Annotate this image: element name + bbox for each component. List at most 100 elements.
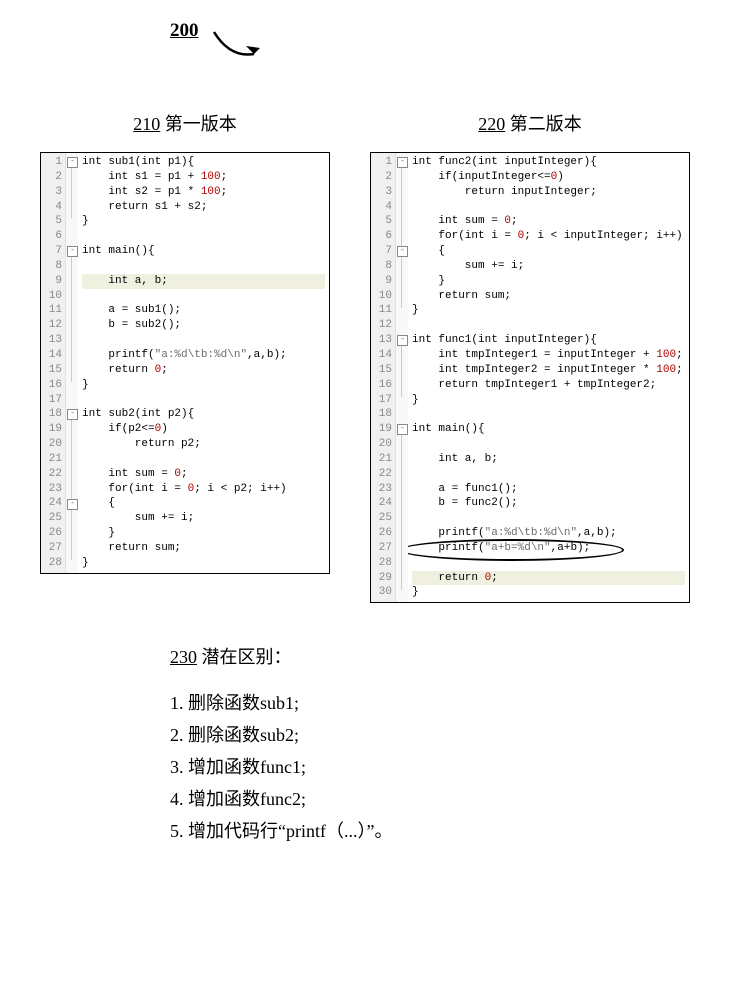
code-line: int sub2(int p2){	[82, 407, 325, 422]
gutter-line-number: 27	[44, 541, 62, 556]
code-line	[412, 467, 685, 482]
code-line: }	[412, 393, 685, 408]
fold-vline	[71, 254, 72, 382]
code-line: int a, b;	[82, 274, 325, 289]
differences-list: 1. 删除函数sub1; 2. 删除函数sub2; 3. 增加函数func1; 4. …	[170, 689, 689, 843]
fold-toggle-icon[interactable]: -	[67, 157, 78, 168]
gutter-line-number: 13	[374, 333, 392, 348]
code-line: return sum;	[412, 289, 685, 304]
fold-toggle-icon[interactable]: -	[67, 409, 78, 420]
code-line: for(int i = 0; i < inputInteger; i++)	[412, 229, 685, 244]
difference-item: 4. 增加函数func2;	[170, 785, 689, 811]
difference-item: 1. 删除函数sub1;	[170, 689, 689, 715]
fold-toggle-icon[interactable]: -	[67, 246, 78, 257]
gutter-line-number: 28	[374, 556, 392, 571]
code-line: }	[82, 526, 325, 541]
code-line: return sum;	[82, 541, 325, 556]
gutter-line-number: 6	[44, 229, 62, 244]
gutter-line-number: 24	[44, 496, 62, 511]
code-line: {	[82, 496, 325, 511]
gutter-line-number: 7	[374, 244, 392, 259]
fold-vline	[71, 165, 72, 218]
code-line	[412, 556, 685, 571]
code-box-left: 1234567891011121314151617181920212223242…	[40, 152, 330, 574]
code-line: printf("a+b=%d\n",a+b);	[412, 541, 685, 556]
fold-vline	[401, 165, 402, 308]
code-col-left: int sub1(int p1){ int s1 = p1 + 100; int…	[78, 153, 329, 573]
code-line	[412, 511, 685, 526]
code-line: return s1 + s2;	[82, 200, 325, 215]
fold-col-left: - - - -	[66, 153, 78, 573]
code-line: int func1(int inputInteger){	[412, 333, 685, 348]
gutter-line-number: 30	[374, 585, 392, 600]
code-line: }	[412, 303, 685, 318]
code-line	[82, 333, 325, 348]
gutter-line-number: 21	[44, 452, 62, 467]
figure-number-row: 200	[170, 20, 689, 70]
differences-title: 230 潜在区别：	[170, 643, 689, 669]
gutter-line-number: 3	[44, 185, 62, 200]
version-left-text: 第一版本	[165, 114, 237, 134]
code-line	[82, 229, 325, 244]
fold-toggle-icon[interactable]: -	[397, 246, 408, 257]
gutter-line-number: 23	[44, 482, 62, 497]
code-box-right: 1234567891011121314151617181920212223242…	[370, 152, 690, 603]
fold-toggle-icon[interactable]: -	[397, 335, 408, 346]
figure-page: 200 210 第一版本 123456789101112131415161718…	[0, 0, 729, 889]
code-line: printf("a:%d\tb:%d\n",a,b);	[82, 348, 325, 363]
gutter-line-number: 10	[44, 289, 62, 304]
fold-col-right: - - - -	[396, 153, 408, 602]
code-line: int sum = 0;	[82, 467, 325, 482]
gutter-line-number: 21	[374, 452, 392, 467]
gutter-line-number: 10	[374, 289, 392, 304]
code-line: {	[412, 244, 685, 259]
code-line: a = sub1();	[82, 303, 325, 318]
version-right-ref: 220	[478, 114, 505, 134]
gutter-line-number: 17	[44, 393, 62, 408]
code-line: if(p2<=0)	[82, 422, 325, 437]
gutter-line-number: 14	[374, 348, 392, 363]
gutter-line-number: 19	[44, 422, 62, 437]
code-line	[82, 393, 325, 408]
difference-item: 2. 删除函数sub2;	[170, 721, 689, 747]
code-line: b = sub2();	[82, 318, 325, 333]
code-line: int main(){	[82, 244, 325, 259]
gutter-line-number: 9	[44, 274, 62, 289]
version-right-col: 220 第二版本 1234567891011121314151617181920…	[370, 110, 690, 603]
gutter-line-number: 5	[374, 214, 392, 229]
fold-vline	[401, 254, 402, 278]
code-line: return p2;	[82, 437, 325, 452]
gutter-line-number: 2	[374, 170, 392, 185]
code-line: printf("a:%d\tb:%d\n",a,b);	[412, 526, 685, 541]
differences-label: 潜在区别：	[202, 647, 292, 667]
fold-toggle-icon[interactable]: -	[67, 499, 78, 510]
gutter-line-number: 29	[374, 571, 392, 586]
gutter-line-number: 26	[374, 526, 392, 541]
gutter-line-number: 4	[44, 200, 62, 215]
difference-item: 3. 增加函数func1;	[170, 753, 689, 779]
gutter-line-number: 8	[44, 259, 62, 274]
gutter-line-number: 13	[44, 333, 62, 348]
gutter-line-number: 27	[374, 541, 392, 556]
code-line: int func2(int inputInteger){	[412, 155, 685, 170]
fold-toggle-icon[interactable]: -	[397, 157, 408, 168]
difference-item: 5. 增加代码行“printf（...）”。	[170, 817, 689, 843]
gutter-line-number: 1	[374, 155, 392, 170]
gutter-line-number: 6	[374, 229, 392, 244]
fold-toggle-icon[interactable]: -	[397, 424, 408, 435]
gutter-left: 1234567891011121314151617181920212223242…	[41, 153, 66, 573]
code-line: int sub1(int p1){	[82, 155, 325, 170]
code-line: return 0;	[412, 571, 685, 586]
gutter-line-number: 14	[44, 348, 62, 363]
gutter-line-number: 8	[374, 259, 392, 274]
gutter-line-number: 18	[44, 407, 62, 422]
code-line: b = func2();	[412, 496, 685, 511]
code-line: int sum = 0;	[412, 214, 685, 229]
gutter-line-number: 12	[44, 318, 62, 333]
code-line: return tmpInteger1 + tmpInteger2;	[412, 378, 685, 393]
gutter-line-number: 22	[374, 467, 392, 482]
gutter-line-number: 23	[374, 482, 392, 497]
gutter-line-number: 11	[374, 303, 392, 318]
code-line	[82, 259, 325, 274]
code-line: }	[82, 556, 325, 571]
